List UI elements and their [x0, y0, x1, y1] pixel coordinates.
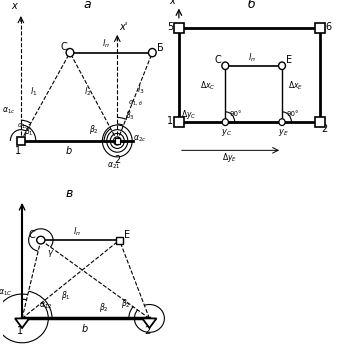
Bar — [116, 237, 123, 244]
Text: $\alpha_{21}$: $\alpha_{21}$ — [107, 160, 120, 171]
Circle shape — [279, 119, 285, 126]
Text: $\beta_1$: $\beta_1$ — [61, 288, 71, 301]
Text: $\beta_2$: $\beta_2$ — [89, 122, 99, 135]
Polygon shape — [15, 318, 29, 328]
Text: $\beta_2$: $\beta_2$ — [121, 297, 131, 310]
Bar — [174, 117, 184, 127]
Text: 90°: 90° — [286, 111, 299, 117]
Bar — [174, 23, 184, 33]
Text: a: a — [84, 0, 91, 10]
Text: б: б — [247, 0, 255, 10]
Bar — [115, 138, 120, 144]
Text: x: x — [170, 0, 175, 6]
Bar — [315, 23, 325, 33]
Circle shape — [66, 48, 74, 57]
Text: $\alpha_{1c}$: $\alpha_{1c}$ — [2, 106, 15, 116]
Text: 6: 6 — [326, 22, 332, 32]
Text: 1: 1 — [167, 116, 173, 126]
Text: E: E — [286, 55, 293, 65]
Text: $\Delta y_E$: $\Delta y_E$ — [222, 151, 237, 164]
Text: $\beta_3$: $\beta_3$ — [125, 109, 135, 122]
Text: $\Delta x_C$: $\Delta x_C$ — [200, 79, 215, 92]
Text: 2: 2 — [114, 155, 120, 165]
Circle shape — [149, 48, 156, 57]
Text: $y_C$: $y_C$ — [221, 127, 232, 139]
Text: $l_{п}$: $l_{п}$ — [248, 51, 255, 64]
Text: C: C — [214, 55, 221, 65]
Text: $l_1$: $l_1$ — [30, 86, 37, 98]
Circle shape — [222, 119, 228, 126]
Text: C: C — [60, 42, 67, 52]
Text: 5: 5 — [167, 22, 173, 32]
Text: $l_2$: $l_2$ — [84, 86, 91, 98]
Circle shape — [222, 62, 229, 70]
Polygon shape — [142, 318, 156, 328]
Text: $\Delta x_E$: $\Delta x_E$ — [288, 79, 303, 92]
Circle shape — [37, 236, 45, 244]
Circle shape — [279, 62, 285, 70]
Text: в: в — [65, 187, 72, 200]
Text: x': x' — [119, 22, 127, 32]
Text: $\alpha_{2c}$: $\alpha_{2c}$ — [133, 133, 146, 143]
Text: 1: 1 — [15, 146, 21, 156]
Text: $\beta_2$: $\beta_2$ — [99, 301, 109, 314]
Text: E: E — [124, 230, 130, 240]
Text: $\gamma$: $\gamma$ — [48, 248, 55, 259]
Text: 2: 2 — [321, 124, 328, 134]
Bar — [315, 117, 325, 127]
Text: $y_E$: $y_E$ — [278, 127, 289, 139]
Text: b: b — [82, 324, 88, 334]
Text: x: x — [11, 1, 17, 11]
Text: $\alpha_{1,2}$: $\alpha_{1,2}$ — [18, 121, 32, 130]
Text: $l_3$: $l_3$ — [137, 83, 145, 96]
Text: $\alpha_{1,б}$: $\alpha_{1,б}$ — [128, 98, 143, 107]
Text: $\alpha_{1C}$: $\alpha_{1C}$ — [0, 287, 12, 298]
Text: Б: Б — [157, 43, 163, 53]
Text: $\Delta y_C$: $\Delta y_C$ — [181, 108, 196, 120]
Text: $l_{п}$: $l_{п}$ — [102, 37, 110, 49]
Text: 90°: 90° — [229, 111, 242, 117]
Text: b: b — [66, 146, 72, 156]
Text: $\beta_1$: $\beta_1$ — [24, 125, 34, 139]
Text: 2: 2 — [145, 326, 151, 336]
Bar — [17, 137, 25, 145]
Text: 1: 1 — [18, 326, 24, 336]
Text: $l_{п}$: $l_{п}$ — [73, 226, 81, 238]
Text: C: C — [29, 230, 35, 240]
Text: $\alpha_{12}$: $\alpha_{12}$ — [39, 301, 52, 311]
